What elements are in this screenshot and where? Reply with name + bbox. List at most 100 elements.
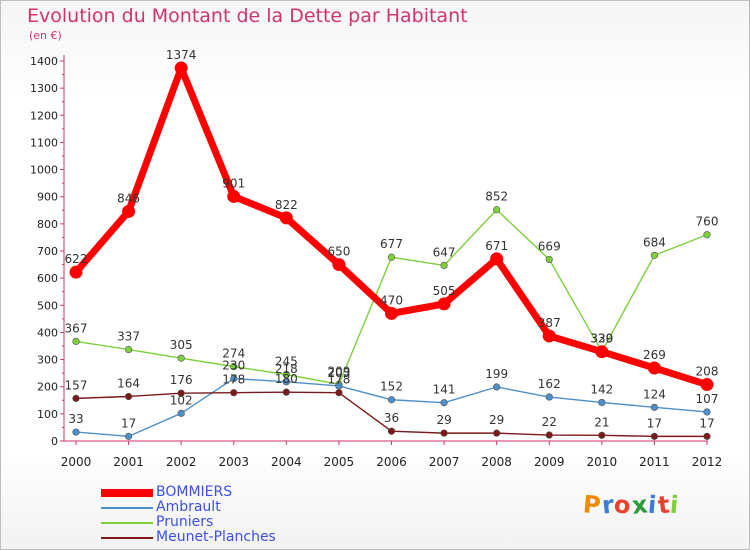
data-point bbox=[279, 211, 293, 225]
data-label: 178 bbox=[327, 373, 350, 387]
data-point bbox=[124, 432, 133, 440]
data-label: 152 bbox=[380, 380, 403, 394]
legend-item: Ambrault bbox=[101, 500, 276, 515]
data-point bbox=[598, 398, 606, 407]
data-label: 176 bbox=[170, 373, 193, 387]
legend-swatch bbox=[101, 506, 153, 509]
data-point bbox=[493, 206, 501, 214]
data-point bbox=[387, 427, 396, 435]
data-label: 852 bbox=[485, 190, 508, 204]
data-point bbox=[282, 388, 290, 396]
data-point bbox=[545, 393, 553, 401]
data-label: 684 bbox=[643, 235, 666, 249]
legend-label: Ambrault bbox=[156, 499, 221, 515]
chart-legend: BOMMIERS Ambrault Pruniers Meunet-Planches bbox=[101, 485, 276, 545]
data-point bbox=[545, 431, 553, 439]
y-tick-label: 1400 bbox=[30, 55, 58, 68]
data-label: 1374 bbox=[166, 48, 197, 62]
data-label: 622 bbox=[65, 252, 88, 266]
data-label: 367 bbox=[65, 321, 88, 335]
legend-swatch bbox=[101, 488, 153, 497]
y-tick-label: 1300 bbox=[30, 82, 58, 95]
data-label: 230 bbox=[222, 359, 245, 373]
data-label: 33 bbox=[68, 412, 83, 426]
x-tick-label: 2009 bbox=[534, 455, 565, 469]
data-point bbox=[437, 297, 451, 311]
data-point bbox=[440, 429, 448, 437]
data-point bbox=[230, 363, 238, 371]
y-tick-label: 400 bbox=[37, 326, 58, 339]
data-point bbox=[493, 383, 501, 391]
data-point bbox=[703, 231, 711, 239]
data-point bbox=[387, 396, 396, 404]
data-label: 901 bbox=[222, 176, 245, 190]
data-point bbox=[177, 389, 185, 397]
data-label: 245 bbox=[275, 355, 298, 369]
data-point bbox=[69, 265, 83, 279]
data-label: 208 bbox=[696, 365, 719, 379]
data-label: 21 bbox=[594, 415, 609, 429]
data-label: 209 bbox=[327, 364, 350, 378]
data-label: 17 bbox=[699, 416, 714, 430]
x-tick-label: 2005 bbox=[324, 455, 355, 469]
data-label: 305 bbox=[170, 338, 193, 352]
y-tick-label: 900 bbox=[37, 191, 58, 204]
x-tick-label: 2007 bbox=[429, 455, 460, 469]
data-label: 337 bbox=[117, 330, 140, 344]
data-point bbox=[387, 253, 396, 261]
data-label: 846 bbox=[117, 191, 140, 205]
data-point bbox=[282, 370, 290, 379]
data-label: 22 bbox=[542, 415, 557, 429]
data-label: 669 bbox=[538, 239, 561, 253]
data-point bbox=[230, 374, 238, 383]
x-tick-label: 2012 bbox=[692, 455, 723, 469]
x-tick-label: 2004 bbox=[271, 455, 302, 469]
data-point bbox=[595, 345, 609, 359]
legend-label: Pruniers bbox=[156, 514, 214, 530]
data-label: 164 bbox=[117, 376, 140, 390]
legend-swatch bbox=[101, 521, 153, 524]
legend-swatch bbox=[101, 536, 153, 539]
data-point bbox=[493, 429, 501, 437]
data-point bbox=[703, 408, 711, 416]
data-point bbox=[440, 261, 448, 269]
data-point bbox=[650, 432, 659, 440]
data-label: 102 bbox=[170, 393, 193, 407]
data-label: 330 bbox=[590, 331, 613, 345]
legend-label: Meunet-Planches bbox=[156, 529, 276, 545]
data-point bbox=[72, 337, 80, 345]
data-label: 199 bbox=[485, 367, 508, 381]
data-label: 760 bbox=[696, 215, 719, 229]
y-tick-label: 1100 bbox=[30, 136, 58, 149]
data-label: 203 bbox=[327, 366, 350, 380]
x-tick-label: 2006 bbox=[376, 455, 407, 469]
data-point bbox=[122, 204, 136, 218]
y-tick-label: 300 bbox=[37, 354, 58, 367]
data-label: 218 bbox=[275, 362, 298, 376]
y-tick-label: 1000 bbox=[30, 164, 58, 177]
data-point bbox=[490, 252, 504, 266]
data-point bbox=[124, 392, 133, 401]
data-label: 650 bbox=[327, 245, 350, 259]
data-point bbox=[542, 329, 556, 343]
data-point bbox=[177, 354, 185, 362]
data-point bbox=[647, 361, 661, 375]
data-label: 329 bbox=[590, 332, 613, 346]
x-tick-label: 2010 bbox=[587, 455, 618, 469]
data-point bbox=[72, 394, 80, 402]
data-point bbox=[440, 399, 448, 407]
legend-label: BOMMIERS bbox=[156, 484, 233, 500]
x-tick-label: 2001 bbox=[113, 455, 144, 469]
y-tick-label: 800 bbox=[37, 218, 58, 231]
proxiti-logo: Proxiti bbox=[581, 490, 681, 520]
y-tick-label: 600 bbox=[37, 272, 58, 285]
x-tick-label: 2003 bbox=[218, 455, 249, 469]
x-tick-label: 2002 bbox=[166, 455, 197, 469]
y-tick-label: 200 bbox=[37, 381, 58, 394]
data-point bbox=[650, 251, 659, 259]
chart-title: Evolution du Montant de la Dette par Hab… bbox=[27, 5, 468, 27]
data-label: 822 bbox=[275, 198, 298, 212]
data-point bbox=[335, 389, 343, 397]
data-point bbox=[227, 189, 241, 203]
